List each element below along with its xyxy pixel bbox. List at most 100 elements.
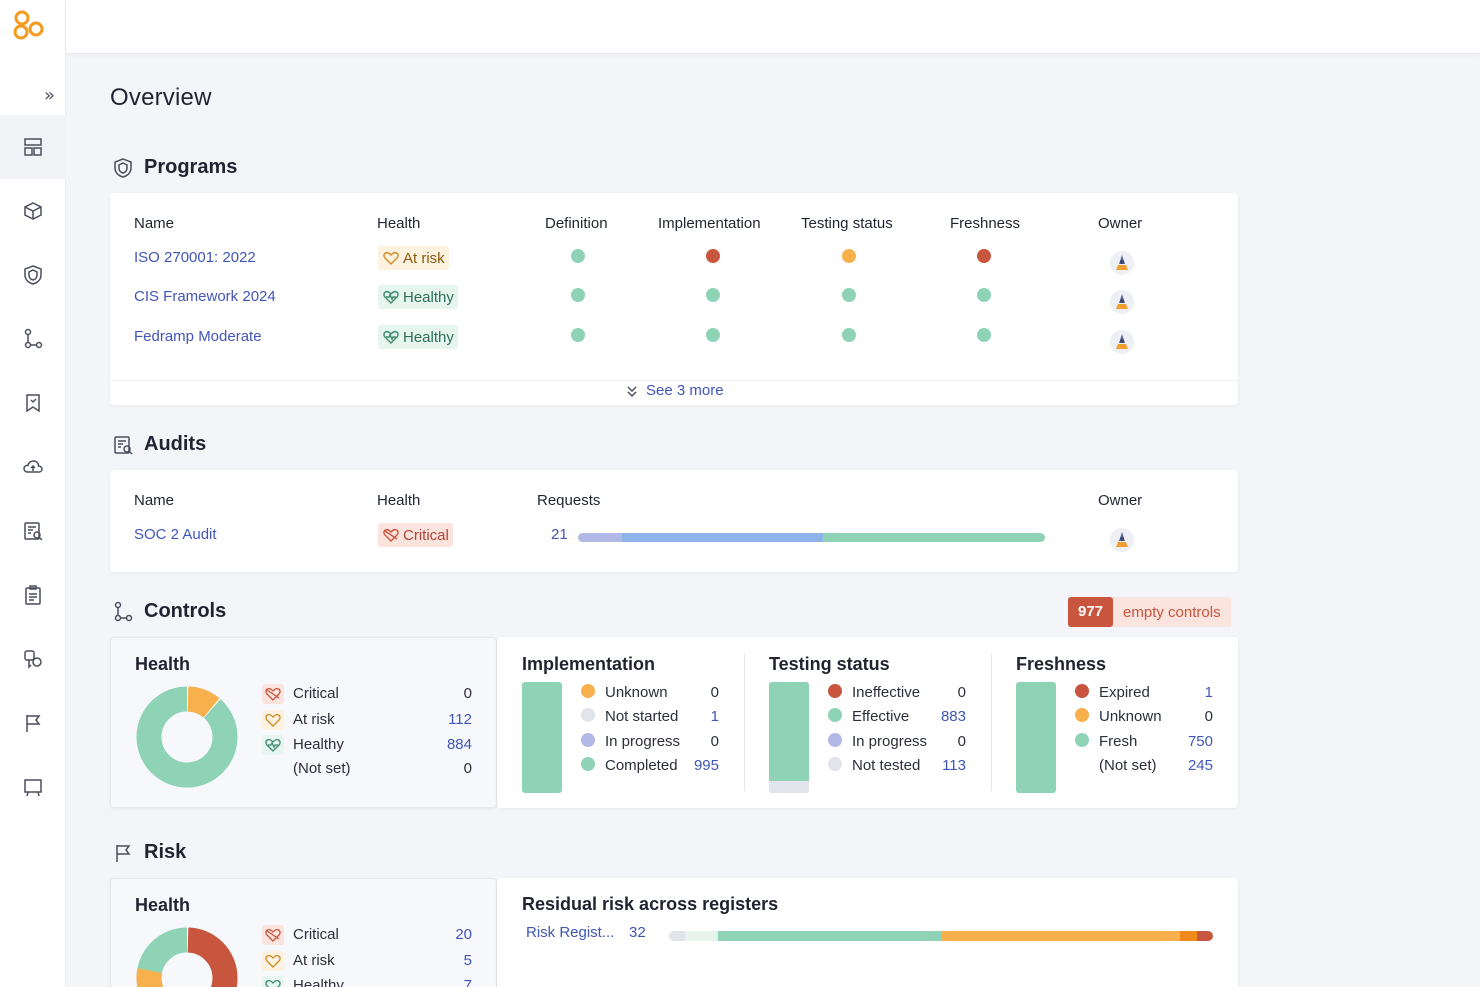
avatar[interactable] (1110, 290, 1134, 314)
program-link[interactable]: Fedramp Moderate (134, 328, 262, 345)
implementation-bar (522, 682, 562, 793)
col-definition: Definition (545, 215, 608, 232)
program-link[interactable]: CIS Framework 2024 (134, 288, 276, 305)
board-icon (24, 779, 42, 797)
shield-icon (24, 265, 42, 285)
legend-dot (581, 684, 595, 698)
red-segment (1196, 931, 1213, 941)
open-segment (622, 533, 824, 542)
requests-count[interactable]: 21 (551, 526, 568, 543)
impl-legend-value[interactable]: 995 (693, 757, 719, 774)
see-more-label: See 3 more (646, 382, 724, 399)
freshness-legend-value[interactable]: 1 (1204, 684, 1213, 701)
freshness-legend-label: Expired (1099, 684, 1150, 701)
nav-assets[interactable] (0, 179, 66, 243)
health-legend-value[interactable]: 884 (446, 736, 472, 753)
risk-health-legend-label: Healthy (293, 977, 344, 987)
bookmark-icon (26, 394, 40, 413)
health-legend-value[interactable]: 112 (448, 711, 472, 728)
risk-title: Risk (144, 841, 187, 863)
testing-legend-label: Ineffective (852, 684, 921, 701)
cloud-icon (23, 460, 43, 473)
risk-health-row-clip: Healthy 7 (262, 976, 492, 987)
nav-audits[interactable] (0, 499, 66, 563)
risk-health-legend-label: Critical (293, 926, 339, 943)
nav-policies[interactable] (0, 371, 66, 435)
impl-legend-label: Not started (605, 708, 679, 725)
see-more-button[interactable]: See 3 more (626, 382, 724, 399)
nav-access[interactable] (0, 627, 66, 691)
audit-link[interactable]: SOC 2 Audit (134, 526, 217, 543)
keys-icon (24, 650, 42, 669)
col-owner: Owner (1098, 492, 1143, 509)
status-badge: Healthy (378, 285, 458, 309)
testing-legend-value[interactable]: 113 (942, 757, 966, 774)
heart-icon (262, 710, 284, 730)
controls-title: Controls (144, 600, 227, 622)
nav-risk[interactable] (0, 691, 66, 755)
double-chevron-down-icon (627, 385, 637, 397)
risk-health-legend-label: At risk (293, 952, 335, 969)
nav-controls[interactable] (0, 307, 66, 371)
testing-legend-label: Not tested (852, 757, 921, 774)
freshness-legend-value[interactable]: 245 (1187, 757, 1213, 774)
testing-legend-value[interactable]: 883 (940, 708, 966, 725)
nav-programs[interactable] (0, 243, 66, 307)
col-name: Name (134, 215, 175, 232)
register-link[interactable]: Risk Regist... (526, 924, 615, 941)
empty-controls-badge[interactable]: 977 empty controls (1068, 597, 1231, 627)
nav-tasks[interactable] (0, 563, 66, 627)
status-badge: Critical (378, 523, 453, 547)
freshness-status-dot (977, 328, 991, 342)
legend-dot (828, 757, 842, 771)
app-logo[interactable] (13, 9, 45, 41)
testing-legend-label: Effective (852, 708, 910, 725)
freshness-legend-label: Fresh (1099, 733, 1138, 750)
health-legend-label: (Not set) (293, 760, 351, 777)
in-progress-segment (578, 533, 623, 542)
broken-heart-icon (262, 925, 284, 945)
page-title: Overview (110, 84, 212, 111)
register-count[interactable]: 32 (629, 924, 646, 941)
health-legend-label: Healthy (293, 736, 344, 753)
col-health: Health (377, 215, 421, 232)
freshness-status-dot (977, 249, 991, 263)
audits-card (110, 470, 1238, 572)
col-freshness: Freshness (950, 215, 1021, 232)
risk-health-legend-value[interactable]: 5 (463, 952, 472, 969)
double-chevron-right-icon[interactable]: » (44, 85, 56, 106)
avatar[interactable] (1110, 528, 1134, 552)
legend-dot (1075, 684, 1089, 698)
empty-controls-count: 977 (1068, 597, 1114, 627)
clipboard-icon (25, 585, 41, 605)
avatar[interactable] (1110, 251, 1134, 275)
implementation-title: Implementation (522, 654, 656, 674)
freshness-legend-value: 0 (1204, 708, 1213, 725)
nav-board[interactable] (0, 755, 66, 819)
freshness-legend-label: (Not set) (1099, 757, 1157, 774)
legend-dot (828, 708, 842, 722)
risk-health-legend-value[interactable]: 20 (455, 926, 472, 943)
risk-health-legend-value[interactable]: 7 (463, 977, 472, 987)
effective-segment (769, 682, 809, 781)
heart-icon (383, 251, 399, 265)
implementation-status-dot (706, 288, 720, 302)
col-testing: Testing status (801, 215, 893, 232)
col-requests: Requests (537, 492, 601, 509)
avatar[interactable] (1110, 330, 1134, 354)
freshness-legend-value[interactable]: 750 (1187, 733, 1213, 750)
freshness-status-dot (977, 288, 991, 302)
heart-pulse-icon (262, 976, 284, 987)
health-legend-label: Critical (293, 685, 339, 702)
testing-status-dot (842, 249, 856, 263)
health-title: Health (135, 895, 191, 915)
nav-integrations[interactable] (0, 435, 66, 499)
legend-dot (581, 733, 595, 747)
program-link[interactable]: ISO 270001: 2022 (134, 249, 256, 266)
impl-legend-value[interactable]: 1 (710, 708, 719, 725)
heart-icon (262, 951, 284, 971)
legend-dot (828, 733, 842, 747)
nav-overview[interactable] (0, 115, 66, 179)
controls-icon (24, 328, 43, 349)
broken-heart-icon (383, 528, 399, 542)
